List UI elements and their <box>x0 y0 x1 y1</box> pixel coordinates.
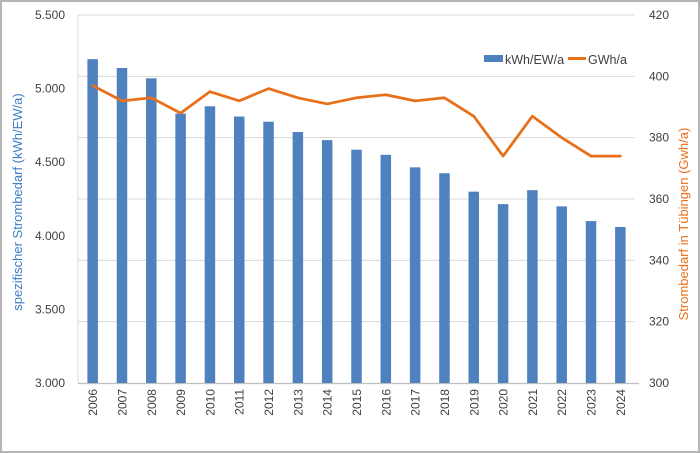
right-axis-tick-label: 420 <box>649 8 669 22</box>
bar-2020 <box>497 204 509 383</box>
x-axis-year-label: 2014 <box>321 389 335 416</box>
bar-2016 <box>380 154 392 383</box>
bar-2015 <box>351 149 362 383</box>
x-axis-year-label: 2006 <box>86 389 100 416</box>
chart-legend: kWh/EW/a GWh/a <box>484 53 627 67</box>
right-axis-tick-label: 360 <box>649 192 669 206</box>
bar-2011 <box>233 116 245 384</box>
bar-2021 <box>527 190 538 383</box>
x-axis-year-label: 2007 <box>115 389 129 416</box>
x-axis-year-label: 2012 <box>262 389 276 416</box>
x-axis-year-label: 2019 <box>467 389 481 416</box>
bar-2010 <box>204 106 216 383</box>
bar-2024 <box>615 226 626 383</box>
bar-2017 <box>409 167 421 383</box>
left-axis-tick-label: 5.000 <box>35 82 65 96</box>
left-axis-title: spezifischer Strombedarf (kWh/EW/a) <box>10 93 25 310</box>
bar-2012 <box>263 121 274 383</box>
right-axis-tick-label: 340 <box>649 253 669 267</box>
x-axis-year-label: 2020 <box>497 389 511 416</box>
legend-line-label: GWh/a <box>588 53 627 67</box>
left-axis-tick-label: 4.500 <box>35 155 65 169</box>
gwh-line <box>91 84 622 158</box>
chart-plot-area: 3.000 3.500 4.000 4.500 5.000 5.500 300 320 340 3… <box>35 8 669 416</box>
left-axis-tick-label: 3.500 <box>35 302 65 316</box>
x-axis-year-label: 2008 <box>145 389 159 416</box>
legend-bar-label: kWh/EW/a <box>505 53 564 67</box>
x-axis-year-label: 2017 <box>409 389 423 416</box>
x-axis-year-label: 2021 <box>526 389 540 416</box>
bar-2023 <box>585 221 597 383</box>
bar-2007 <box>116 67 128 383</box>
left-axis-tick-label: 4.000 <box>35 229 65 243</box>
right-axis-title: Strombedarf in Tübingen (Gwh/a) <box>676 128 691 321</box>
x-axis-year-label: 2013 <box>291 389 305 416</box>
x-axis-year-label: 2024 <box>614 389 628 416</box>
x-axis-year-label: 2015 <box>350 389 364 416</box>
x-axis-year-label: 2018 <box>438 389 452 416</box>
x-axis-year-label: 2009 <box>174 389 188 416</box>
x-axis-year-label: 2022 <box>555 389 569 416</box>
bar-2009 <box>175 113 186 384</box>
right-axis-tick-label: 300 <box>649 376 669 390</box>
bar-2013 <box>292 132 304 383</box>
x-axis-year-label: 2010 <box>203 389 217 416</box>
x-axis-year-label: 2016 <box>379 389 393 416</box>
bar-2006 <box>87 59 98 383</box>
legend-bar-swatch <box>484 55 503 62</box>
bar-2019 <box>468 191 480 383</box>
bar-2014 <box>321 140 333 383</box>
bar-2022 <box>556 206 567 383</box>
bar-2008 <box>146 78 157 384</box>
right-axis-tick-label: 320 <box>649 315 669 329</box>
bar-2018 <box>439 173 450 383</box>
right-axis-tick-label: 400 <box>649 69 669 83</box>
left-axis-tick-label: 3.000 <box>35 376 65 390</box>
left-axis-tick-label: 5.500 <box>35 8 65 22</box>
x-axis-year-label: 2023 <box>585 389 599 416</box>
right-axis-tick-label: 380 <box>649 131 669 145</box>
x-axis-year-label: 2011 <box>233 389 247 415</box>
